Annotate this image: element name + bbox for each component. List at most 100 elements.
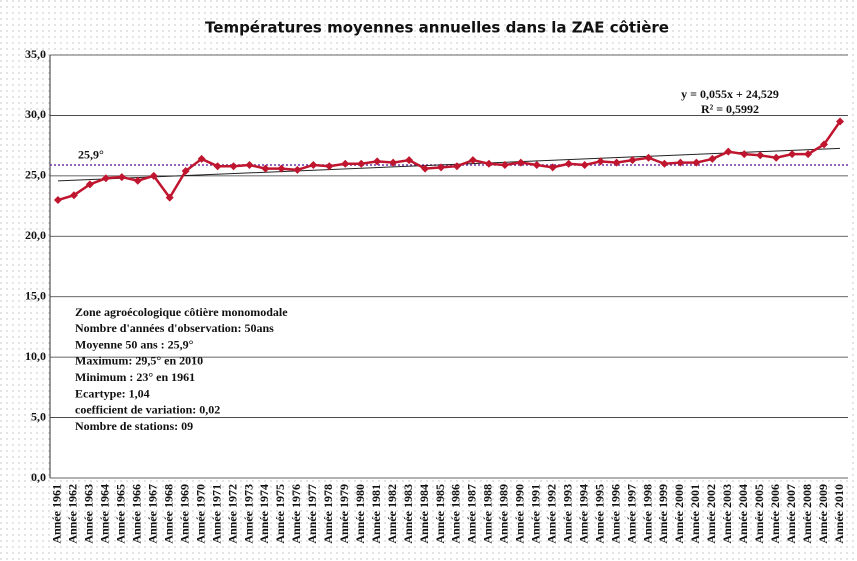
x-tick-label: Année 1966 xyxy=(130,484,144,544)
marker xyxy=(724,147,733,156)
x-tick-label: Année 1977 xyxy=(305,484,319,544)
x-tick-label: Année 1975 xyxy=(273,484,287,544)
x-tick-label: Année 1982 xyxy=(385,484,399,544)
x-tick-label: Année 1973 xyxy=(241,484,255,544)
marker xyxy=(660,159,669,168)
marker xyxy=(373,157,382,166)
y-tick-label: 5,0 xyxy=(31,409,46,423)
marker xyxy=(580,160,589,169)
y-tick-label: 20,0 xyxy=(25,228,46,242)
x-tick-label: Année 1990 xyxy=(513,484,527,544)
x-tick-label: Année 1984 xyxy=(417,484,431,544)
x-tick-label: Année 2003 xyxy=(720,484,734,544)
marker xyxy=(692,158,701,167)
marker xyxy=(101,174,110,183)
x-tick-label: Année 1970 xyxy=(193,484,207,544)
x-tick-label: Année 1972 xyxy=(225,484,239,544)
marker xyxy=(261,164,270,173)
marker xyxy=(277,164,286,173)
annotation: Moyenne 50 ans : 25,9° xyxy=(75,337,194,351)
marker xyxy=(452,162,461,171)
marker xyxy=(149,171,158,180)
x-tick-label: Année 1964 xyxy=(98,484,112,544)
marker xyxy=(117,173,126,182)
marker xyxy=(756,151,765,160)
annotation: Maximum: 29,5° en 2010 xyxy=(75,354,203,368)
annotation: Nombre de stations: 09 xyxy=(75,419,193,433)
marker xyxy=(229,162,238,171)
x-tick-label: Année 1965 xyxy=(114,484,128,544)
marker xyxy=(820,140,829,149)
y-tick-label: 0,0 xyxy=(31,470,46,484)
x-tick-label: Année 1993 xyxy=(560,484,574,544)
x-tick-label: Année 1996 xyxy=(608,484,622,544)
x-tick-label: Année 1985 xyxy=(433,484,447,544)
x-tick-label: Année 1962 xyxy=(66,484,80,544)
chart-title: Températures moyennes annuelles dans la … xyxy=(205,19,669,37)
x-tick-label: Année 1983 xyxy=(401,484,415,544)
x-tick-label: Année 2002 xyxy=(704,484,718,544)
marker xyxy=(325,162,334,171)
x-tick-label: Année 2000 xyxy=(672,484,686,544)
x-tick-label: Année 1994 xyxy=(576,484,590,544)
marker xyxy=(69,191,78,200)
marker xyxy=(133,176,142,185)
marker xyxy=(644,153,653,162)
x-tick-label: Année 2004 xyxy=(736,484,750,544)
marker xyxy=(500,160,509,169)
marker xyxy=(468,156,477,165)
x-tick-label: Année 1969 xyxy=(177,484,191,544)
x-tick-label: Année 1991 xyxy=(529,484,543,544)
marker xyxy=(405,156,414,165)
marker xyxy=(213,162,222,171)
marker xyxy=(484,159,493,168)
x-tick-label: Année 1998 xyxy=(640,484,654,544)
x-tick-label: Année 1987 xyxy=(465,484,479,544)
x-tick-label: Année 1968 xyxy=(161,484,175,544)
trendline xyxy=(57,147,841,182)
marker xyxy=(564,159,573,168)
marker xyxy=(357,159,366,168)
marker xyxy=(341,159,350,168)
x-tick-label: Année 1978 xyxy=(321,484,335,544)
x-tick-label: Année 1988 xyxy=(481,484,495,544)
x-tick-label: Année 2007 xyxy=(784,484,798,544)
marker xyxy=(836,117,845,126)
marker xyxy=(437,163,446,172)
x-tick-label: Année 1963 xyxy=(82,484,96,544)
marker xyxy=(628,156,637,165)
x-tick-label: Année 1980 xyxy=(353,484,367,544)
x-tick-label: Année 1979 xyxy=(337,484,351,544)
x-tick-label: Année 1986 xyxy=(449,484,463,544)
marker xyxy=(245,160,254,169)
marker xyxy=(788,150,797,159)
marker xyxy=(676,158,685,167)
y-tick-label: 15,0 xyxy=(25,288,46,302)
marker xyxy=(197,154,206,163)
marker xyxy=(772,153,781,162)
plot-area xyxy=(50,55,848,478)
marker xyxy=(53,196,62,205)
x-tick-label: Année 1981 xyxy=(369,484,383,544)
marker xyxy=(421,164,430,173)
x-tick-label: Année 2010 xyxy=(832,484,846,544)
x-tick-label: Année 1999 xyxy=(656,484,670,544)
trendline-equation: y = 0,055x + 24,529 xyxy=(681,87,779,101)
annotation: Nombre d'années d'observation: 50ans xyxy=(75,321,274,335)
marker xyxy=(165,193,174,202)
x-tick-label: Année 1961 xyxy=(50,484,64,544)
x-tick-label: Année 1992 xyxy=(544,484,558,544)
x-tick-label: Année 1989 xyxy=(497,484,511,544)
y-tick-label: 25,0 xyxy=(25,168,46,182)
y-tick-label: 10,0 xyxy=(25,349,46,363)
x-tick-label: Année 1995 xyxy=(592,484,606,544)
marker xyxy=(85,180,94,189)
y-tick-label: 30,0 xyxy=(25,107,46,121)
marker xyxy=(708,154,717,163)
trendline-r2: R² = 0,5992 xyxy=(701,102,759,116)
marker xyxy=(181,167,190,176)
annotation: Zone agroécologique côtière monomodale xyxy=(75,305,288,319)
x-tick-label: Année 1967 xyxy=(145,484,159,544)
x-tick-label: Année 1997 xyxy=(624,484,638,544)
